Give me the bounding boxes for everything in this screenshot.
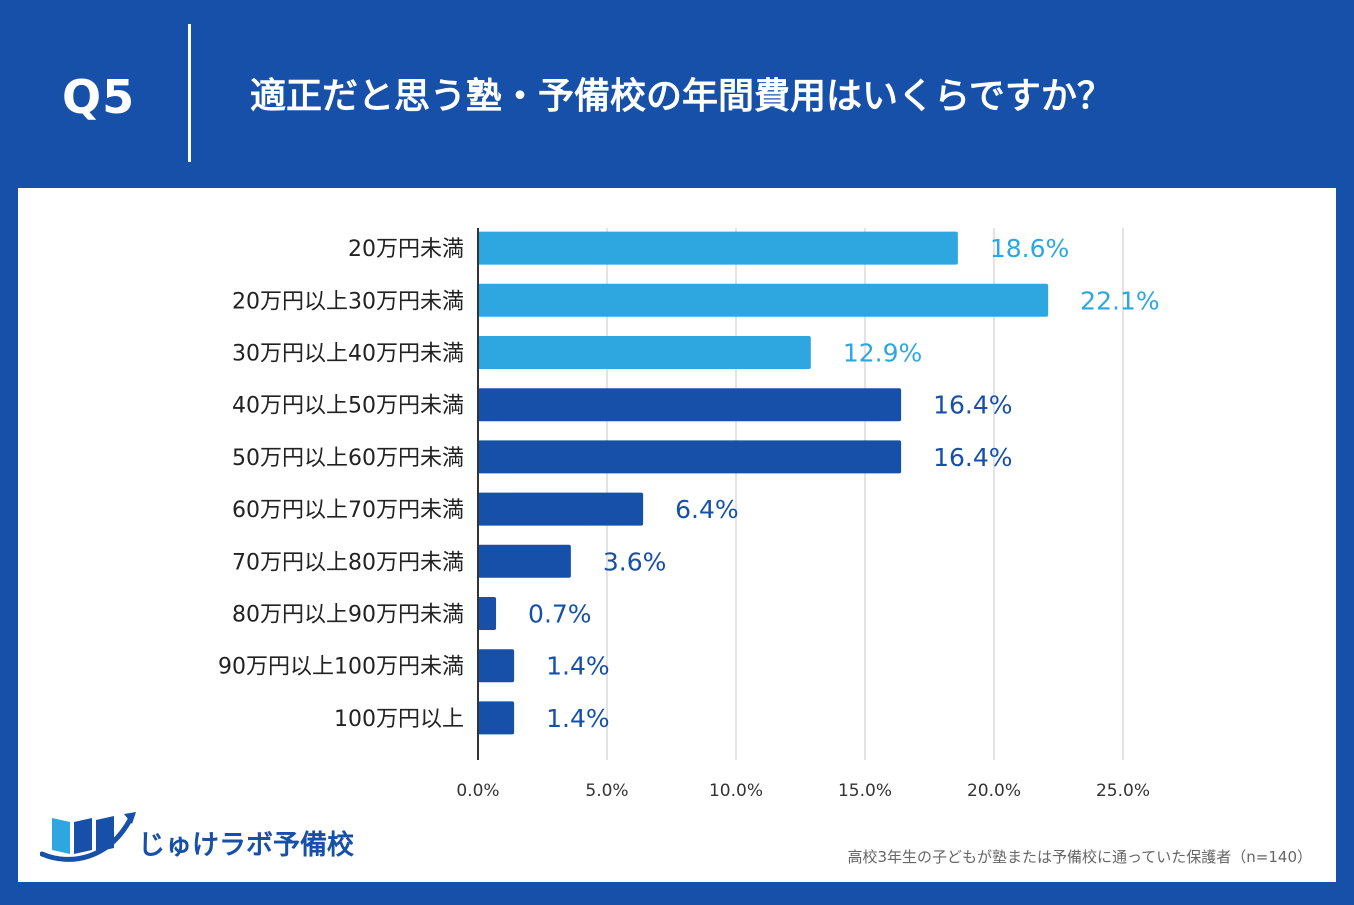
bar [478, 283, 1049, 317]
x-tick-label: 15.0% [838, 781, 892, 801]
x-tick-label: 20.0% [967, 781, 1021, 801]
category-label: 100万円以上 [334, 707, 464, 732]
question-label: Q5 [62, 70, 136, 124]
header: Q5 適正だと思う塾・予備校の年間費用はいくらですか？ [0, 0, 1354, 188]
value-label: 16.4% [933, 391, 1012, 420]
bar [478, 440, 902, 474]
bar [478, 492, 644, 526]
category-label: 70万円以上80万円未満 [232, 550, 464, 575]
x-tick-label: 25.0% [1096, 781, 1150, 801]
book-logo-icon [40, 812, 136, 862]
chart-panel: 0.0% 5.0% 10.0% 15.0% 20.0% 25.0% 20万円未満 18.6% 2… [18, 188, 1336, 882]
category-label: 40万円以上50万円未満 [232, 394, 464, 419]
category-label: 50万円以上60万円未満 [232, 446, 464, 471]
x-tick-label: 10.0% [709, 781, 763, 801]
category-label: 30万円以上40万円未満 [232, 342, 464, 367]
bar [478, 597, 497, 630]
category-label: 80万円以上90万円未満 [232, 603, 464, 628]
value-label: 0.7% [528, 600, 592, 629]
logo-text: じゅけラボ予備校 [138, 830, 354, 861]
bar [478, 544, 571, 578]
value-label: 6.4% [675, 495, 739, 524]
question-title: 適正だと思う塾・予備校の年間費用はいくらですか？ [250, 76, 1113, 117]
x-tick-label: 5.0% [585, 781, 628, 801]
value-label: 1.4% [546, 652, 610, 681]
bar [478, 649, 515, 683]
value-label: 16.4% [933, 443, 1012, 472]
bar-chart: 0.0% 5.0% 10.0% 15.0% 20.0% 25.0% 20万円未満 18.6% 2… [218, 228, 1160, 801]
bar [478, 388, 902, 422]
bar [478, 336, 811, 369]
bar [478, 701, 515, 735]
x-tick-label: 0.0% [456, 781, 499, 801]
value-label: 1.4% [546, 704, 610, 733]
bar [478, 231, 958, 265]
category-label: 60万円以上70万円未満 [232, 498, 464, 523]
value-label: 18.6% [990, 234, 1069, 263]
value-label: 3.6% [603, 547, 667, 576]
header-divider [188, 24, 191, 162]
category-label: 20万円以上30万円未満 [232, 289, 464, 314]
footnote: 高校3年生の子どもが塾または予備校に通っていた保護者（n=140） [847, 848, 1312, 866]
value-label: 12.9% [843, 339, 922, 368]
category-label: 20万円未満 [348, 237, 464, 262]
value-label: 22.1% [1080, 286, 1159, 315]
category-label: 90万円以上100万円未満 [218, 655, 464, 680]
